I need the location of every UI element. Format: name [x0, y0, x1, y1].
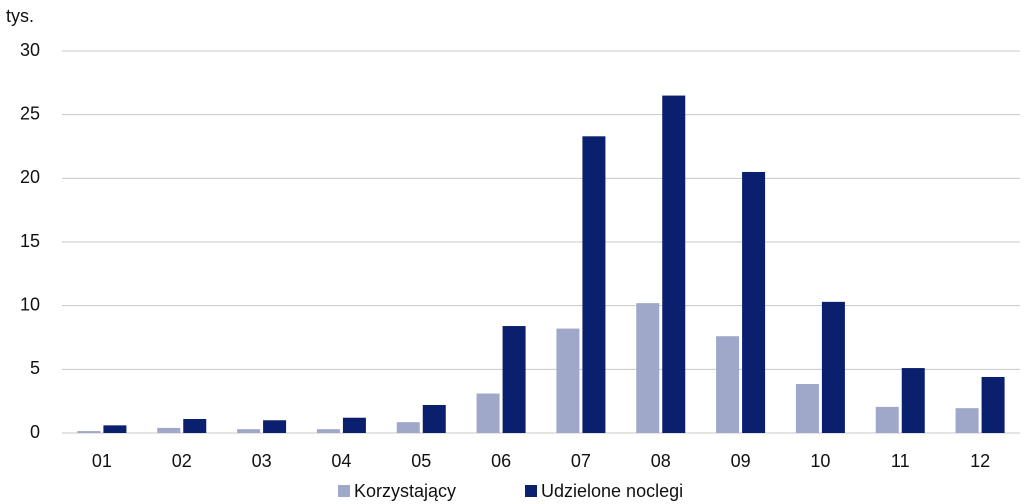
x-tick-label: 06 — [491, 451, 511, 471]
y-unit-label: tys. — [6, 6, 34, 26]
x-tick-label: 08 — [651, 451, 671, 471]
x-tick-label: 03 — [252, 451, 272, 471]
bar — [422, 404, 446, 433]
y-tick-label: 10 — [20, 294, 40, 314]
bar — [955, 408, 979, 433]
bar — [981, 376, 1005, 433]
x-tick-label: 02 — [172, 451, 192, 471]
legend-swatch — [338, 485, 350, 497]
bar — [183, 418, 207, 433]
bar — [263, 420, 287, 433]
bar — [476, 393, 500, 433]
x-tick-label: 05 — [411, 451, 431, 471]
bar — [742, 171, 766, 433]
y-tick-label: 5 — [30, 358, 40, 378]
bar — [342, 417, 366, 433]
x-tick-label: 10 — [810, 451, 830, 471]
legend-label: Udzielone noclegi — [541, 481, 683, 501]
y-tick-label: 20 — [20, 167, 40, 187]
x-tick-label: 07 — [571, 451, 591, 471]
bar — [795, 383, 819, 433]
y-tick-label: 15 — [20, 231, 40, 251]
y-tick-label: 30 — [20, 40, 40, 60]
bar — [716, 336, 740, 433]
bar — [875, 406, 899, 433]
x-tick-label: 12 — [970, 451, 990, 471]
bar — [662, 95, 686, 434]
bar — [316, 429, 340, 433]
x-tick-label: 09 — [731, 451, 751, 471]
x-tick-label: 11 — [891, 451, 910, 471]
bar — [157, 427, 181, 433]
y-tick-label: 25 — [20, 103, 40, 123]
bar — [636, 303, 660, 433]
bar — [103, 425, 127, 433]
bar — [237, 429, 261, 433]
bar — [821, 301, 845, 433]
legend-swatch — [525, 485, 537, 497]
y-tick-label: 0 — [30, 422, 40, 442]
x-tick-label: 01 — [92, 451, 112, 471]
bar — [901, 368, 925, 433]
bar — [582, 136, 606, 433]
bar — [77, 431, 101, 433]
bar — [556, 328, 580, 433]
bar — [502, 326, 526, 433]
bar — [396, 422, 420, 433]
x-tick-label: 04 — [331, 451, 351, 471]
legend-label: Korzystający — [354, 481, 456, 501]
